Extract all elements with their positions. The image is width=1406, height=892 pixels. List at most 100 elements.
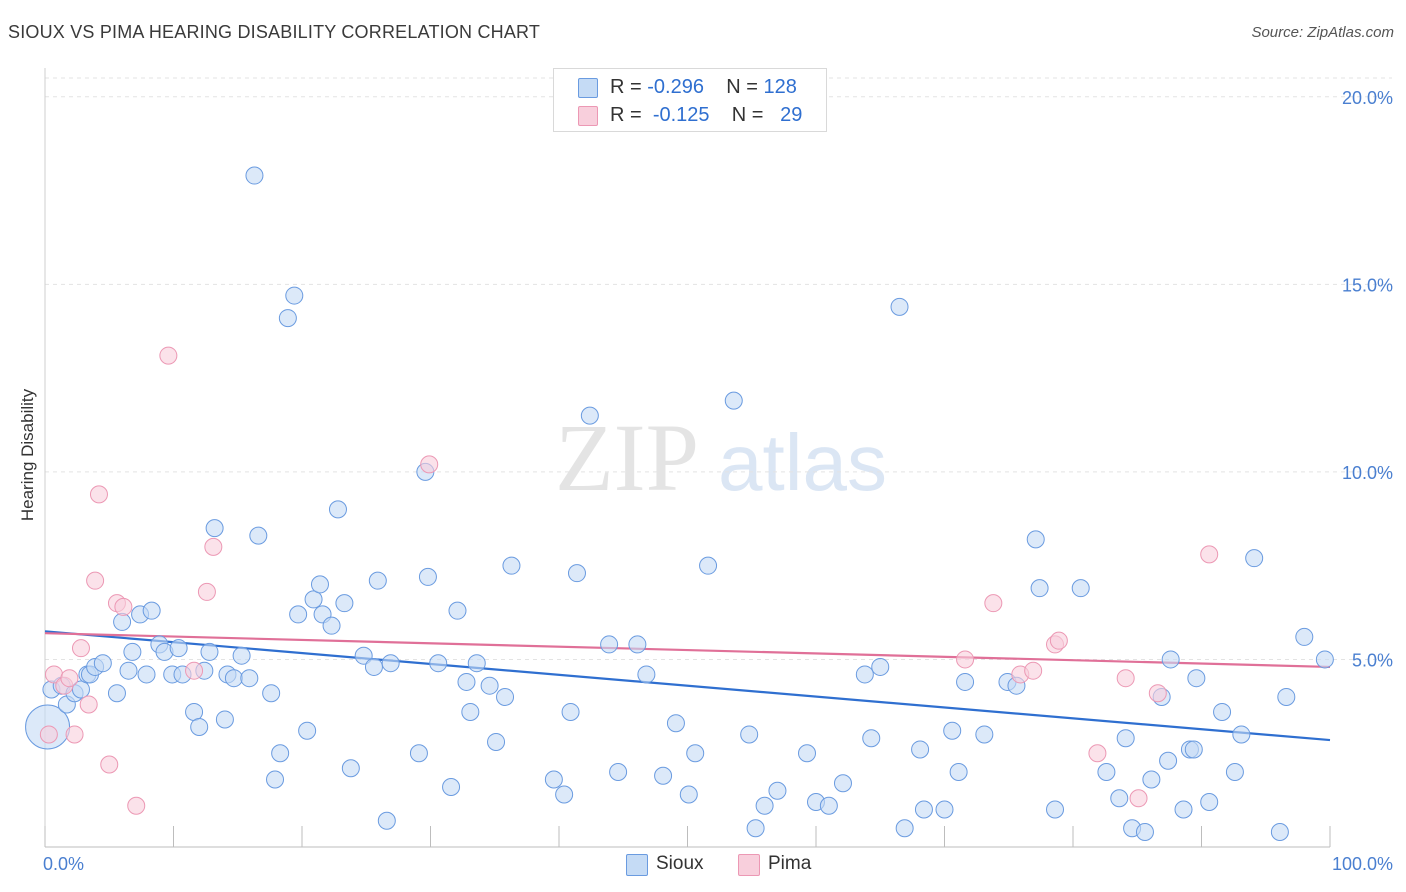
- sioux-point-97: [943, 721, 962, 740]
- sioux-point-96: [935, 800, 954, 819]
- sioux-point-115: [1161, 650, 1180, 669]
- pima-point-12: [127, 796, 146, 815]
- sioux-point-50: [368, 571, 387, 590]
- sioux-point-27: [215, 710, 234, 729]
- sioux-point-118: [1184, 740, 1203, 759]
- sioux-point-55: [418, 567, 437, 586]
- pima-legend-swatch: [738, 854, 760, 876]
- sioux-point-25: [200, 642, 219, 661]
- watermark-zip: ZIP: [555, 404, 699, 511]
- sioux-point-76: [666, 714, 685, 733]
- sioux-point-94: [911, 740, 930, 759]
- sioux-point-39: [289, 605, 308, 624]
- sioux-point-68: [561, 702, 580, 721]
- sioux-point-61: [467, 654, 486, 673]
- sioux-point-41: [304, 590, 323, 609]
- sioux-point-79: [699, 556, 718, 575]
- legend-text-sioux: R = -0.296 N = 128: [610, 76, 797, 98]
- sioux-point-126: [1277, 687, 1296, 706]
- sioux-trend-line: [44, 630, 1331, 742]
- sioux-point-56: [429, 654, 448, 673]
- pima-trend-line: [44, 632, 1331, 669]
- pima-point-11: [114, 597, 133, 616]
- sioux-point-13: [123, 642, 142, 661]
- sioux-point-53: [409, 744, 428, 763]
- sioux-point-65: [502, 556, 521, 575]
- sioux-point-116: [1174, 800, 1193, 819]
- pima-point-17: [420, 455, 439, 474]
- sioux-point-10: [107, 684, 126, 703]
- y-tick-label-3: 20.0%: [1342, 88, 1393, 108]
- sioux-point-80: [724, 391, 743, 410]
- pima-point-16: [204, 537, 223, 556]
- sioux-point-125: [1270, 822, 1289, 841]
- sioux-point-57: [442, 777, 461, 796]
- sioux-point-29: [224, 669, 243, 688]
- tick-labels: 5.0% 10.0% 15.0% 20.0% 0.0% 100.0% Hearing Dis…: [18, 88, 1393, 874]
- gridlines: [45, 77, 1392, 660]
- sioux-point-128: [1315, 650, 1334, 669]
- sioux-point-26: [205, 519, 224, 538]
- legend-text-pima: R = -0.125 N = 29: [610, 104, 803, 126]
- sioux-point-107: [1097, 762, 1116, 781]
- pima-point-21: [1024, 661, 1043, 680]
- sioux-point-45: [328, 500, 347, 519]
- sioux-point-23: [190, 717, 209, 736]
- sioux-point-37: [278, 309, 297, 328]
- sioux-point-60: [461, 702, 480, 721]
- sioux-point-73: [628, 635, 647, 654]
- source-credit: Source: ZipAtlas.com: [1251, 24, 1394, 41]
- sioux-point-9: [93, 654, 112, 673]
- legend-row-pima: R = -0.125 N = 29: [554, 101, 826, 129]
- sioux-point-31: [240, 669, 259, 688]
- data-points: [25, 166, 1334, 841]
- x-tick-label-1: 100.0%: [1332, 854, 1393, 874]
- sioux-point-46: [335, 594, 354, 613]
- sioux-point-82: [746, 819, 765, 838]
- sioux-point-63: [487, 732, 506, 751]
- pima-point-18: [956, 650, 975, 669]
- y-tick-label-0: 5.0%: [1352, 650, 1393, 670]
- sioux-point-49: [364, 657, 383, 676]
- y-axis-label: Hearing Disability: [18, 388, 37, 521]
- pima-point-25: [1116, 669, 1135, 688]
- sioux-point-44: [322, 616, 341, 635]
- sioux-point-12: [119, 661, 138, 680]
- y-tick-label-1: 10.0%: [1342, 463, 1393, 483]
- sioux-point-120: [1200, 792, 1219, 811]
- sioux-point-112: [1142, 770, 1161, 789]
- sioux-point-74: [637, 665, 656, 684]
- sioux-point-124: [1245, 549, 1264, 568]
- sioux-point-20: [169, 639, 188, 658]
- sioux-point-87: [819, 796, 838, 815]
- sioux-point-59: [457, 672, 476, 691]
- sioux-point-36: [271, 744, 290, 763]
- sioux-point-66: [544, 770, 563, 789]
- correlation-legend: R = -0.296 N = 128 R = -0.125 N = 29: [553, 68, 827, 132]
- sioux-point-47: [341, 759, 360, 778]
- sioux-point-52: [381, 654, 400, 673]
- sioux-point-32: [245, 166, 264, 185]
- sioux-point-111: [1135, 822, 1154, 841]
- sioux-point-51: [377, 811, 396, 830]
- chart-title: SIOUX VS PIMA HEARING DISABILITY CORRELA…: [8, 22, 541, 42]
- sioux-point-15: [137, 665, 156, 684]
- sioux-point-16: [142, 601, 161, 620]
- series-legend: Sioux Pima: [0, 852, 1406, 878]
- sioux-point-77: [679, 785, 698, 804]
- sioux-point-70: [580, 406, 599, 425]
- y-tick-label-2: 15.0%: [1342, 275, 1393, 295]
- pima-point-0: [39, 725, 58, 744]
- sioux-point-69: [567, 564, 586, 583]
- sioux-point-75: [654, 766, 673, 785]
- sioux-swatch: [578, 78, 598, 98]
- sioux-point-100: [975, 725, 994, 744]
- sioux-point-72: [609, 762, 628, 781]
- sioux-point-121: [1213, 702, 1232, 721]
- pima-point-27: [1148, 684, 1167, 703]
- pima-point-5: [71, 639, 90, 658]
- sioux-point-42: [310, 575, 329, 594]
- pima-point-19: [984, 594, 1003, 613]
- pima-swatch: [578, 106, 598, 126]
